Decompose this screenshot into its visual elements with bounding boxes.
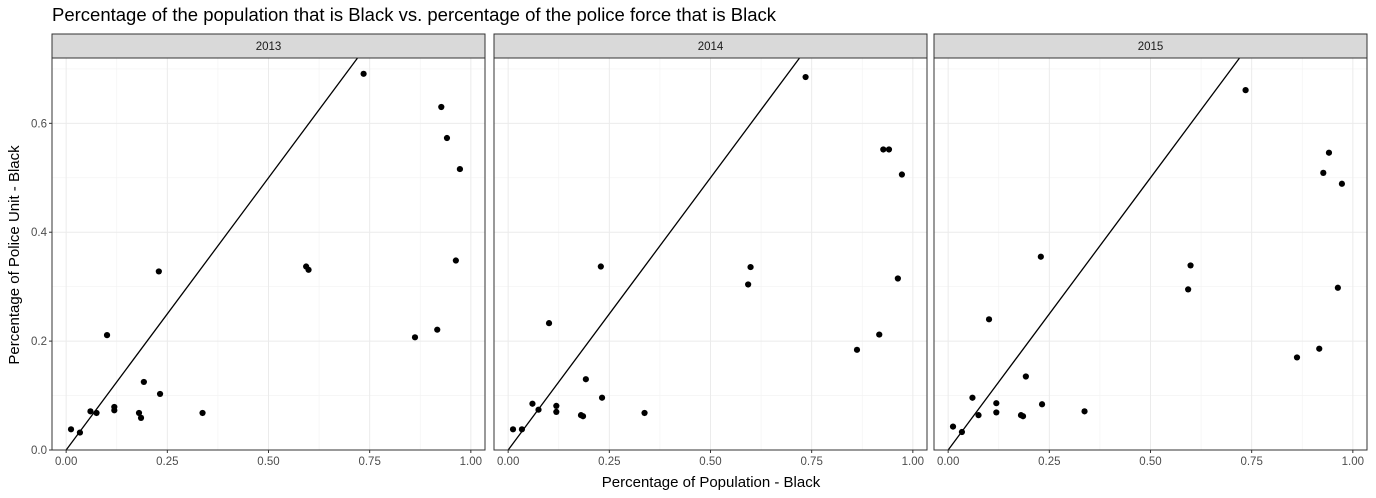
data-point	[1320, 169, 1327, 176]
data-point	[598, 394, 606, 401]
facet-panel-2015: 2015 0.00 0.25 0.50 0.75 1.00	[933, 33, 1368, 468]
x-tick-label: 0.50	[1139, 456, 1161, 468]
data-point	[993, 409, 1000, 416]
data-point	[1185, 286, 1192, 293]
data-point	[1019, 413, 1027, 420]
facet-strip-label: 2015	[1138, 41, 1164, 53]
x-tick-label: 0.25	[156, 456, 178, 468]
data-point	[553, 408, 560, 415]
data-point	[880, 146, 887, 153]
data-point	[137, 414, 145, 421]
data-point	[156, 390, 164, 398]
x-tick-label: 0.00	[55, 456, 77, 468]
y-tick-label: 0.4	[31, 227, 48, 239]
data-point	[360, 70, 367, 77]
y-tick-label: 0.0	[31, 445, 47, 457]
data-point	[438, 103, 445, 111]
data-point	[579, 413, 587, 420]
data-point	[993, 400, 1000, 407]
data-point	[140, 378, 147, 386]
data-point	[1038, 401, 1046, 408]
reference-line	[65, 57, 359, 451]
data-point	[745, 281, 752, 288]
facet-strip-label: 2013	[256, 41, 282, 53]
data-point	[802, 73, 809, 81]
x-tick-label: 1.00	[902, 456, 924, 468]
x-tick-label: 0.50	[257, 456, 279, 468]
facet-panel-2013: 2013 0.00 0.25 0.50 0.75 1.00 0.0 0.2 0.4 0.6	[31, 33, 486, 468]
data-point	[529, 400, 536, 407]
data-point	[641, 409, 648, 417]
facet-strip	[933, 33, 1368, 59]
facet-strip	[51, 33, 486, 59]
data-point	[305, 266, 312, 273]
data-point	[1293, 354, 1301, 361]
panels-layer: 2013 0.00 0.25 0.50 0.75 1.00 0.0 0.2 0.4 0.6 2014…	[31, 33, 1368, 468]
data-point	[509, 426, 517, 433]
facet-strip-label: 2014	[698, 41, 724, 53]
data-point	[67, 426, 75, 433]
data-point	[111, 407, 118, 414]
x-tick-label: 0.75	[1240, 456, 1262, 468]
data-point	[876, 331, 883, 338]
x-tick-label: 0.00	[937, 456, 959, 468]
data-point	[1338, 180, 1346, 187]
data-point	[199, 409, 206, 417]
facet-strip	[493, 33, 928, 59]
data-point	[969, 394, 976, 401]
x-axis-title: Percentage of Population - Black	[602, 474, 821, 491]
data-point	[443, 134, 451, 142]
data-point	[1187, 262, 1194, 269]
data-point	[1316, 345, 1323, 352]
data-point	[894, 275, 901, 282]
data-point	[135, 409, 143, 417]
data-point	[1081, 408, 1088, 415]
data-point	[452, 257, 459, 264]
x-tick-label: 0.00	[497, 456, 519, 468]
data-point	[853, 346, 861, 353]
data-point	[582, 376, 589, 383]
reference-line	[947, 57, 1241, 451]
data-point	[553, 402, 560, 409]
data-point	[898, 171, 906, 178]
data-point	[103, 332, 111, 339]
y-axis-title: Percentage of Police Unit - Black	[6, 145, 23, 365]
x-tick-label: 0.25	[598, 456, 620, 468]
data-point	[985, 316, 993, 323]
x-tick-label: 0.50	[699, 456, 721, 468]
data-point	[434, 326, 441, 333]
y-tick-label: 0.2	[31, 336, 47, 348]
data-point	[93, 409, 100, 417]
data-point	[747, 263, 754, 271]
data-point	[958, 428, 966, 436]
data-point	[949, 423, 957, 430]
reference-line	[507, 57, 801, 451]
x-tick-label: 0.75	[358, 456, 380, 468]
data-point	[535, 406, 542, 413]
data-point	[885, 146, 893, 153]
data-point	[1242, 87, 1249, 94]
data-point	[87, 408, 94, 415]
x-tick-label: 0.75	[800, 456, 822, 468]
data-point	[1325, 149, 1333, 156]
x-tick-label: 1.00	[1342, 456, 1364, 468]
chart-title: Percentage of the population that is Bla…	[52, 4, 776, 25]
data-point	[1022, 373, 1029, 380]
data-point	[518, 426, 526, 433]
data-point	[545, 320, 553, 327]
data-point	[1334, 284, 1341, 291]
facet-panel-2014: 2014 0.00 0.25 0.50 0.75 1.00	[493, 33, 928, 468]
y-tick-label: 0.6	[31, 118, 47, 130]
data-point	[411, 334, 419, 341]
x-tick-label: 1.00	[460, 456, 482, 468]
data-point	[456, 165, 464, 173]
x-tick-label: 0.25	[1038, 456, 1060, 468]
data-point	[1037, 253, 1044, 260]
data-point	[975, 412, 982, 419]
data-point	[76, 429, 84, 436]
data-point	[597, 263, 604, 270]
data-point	[155, 268, 162, 275]
